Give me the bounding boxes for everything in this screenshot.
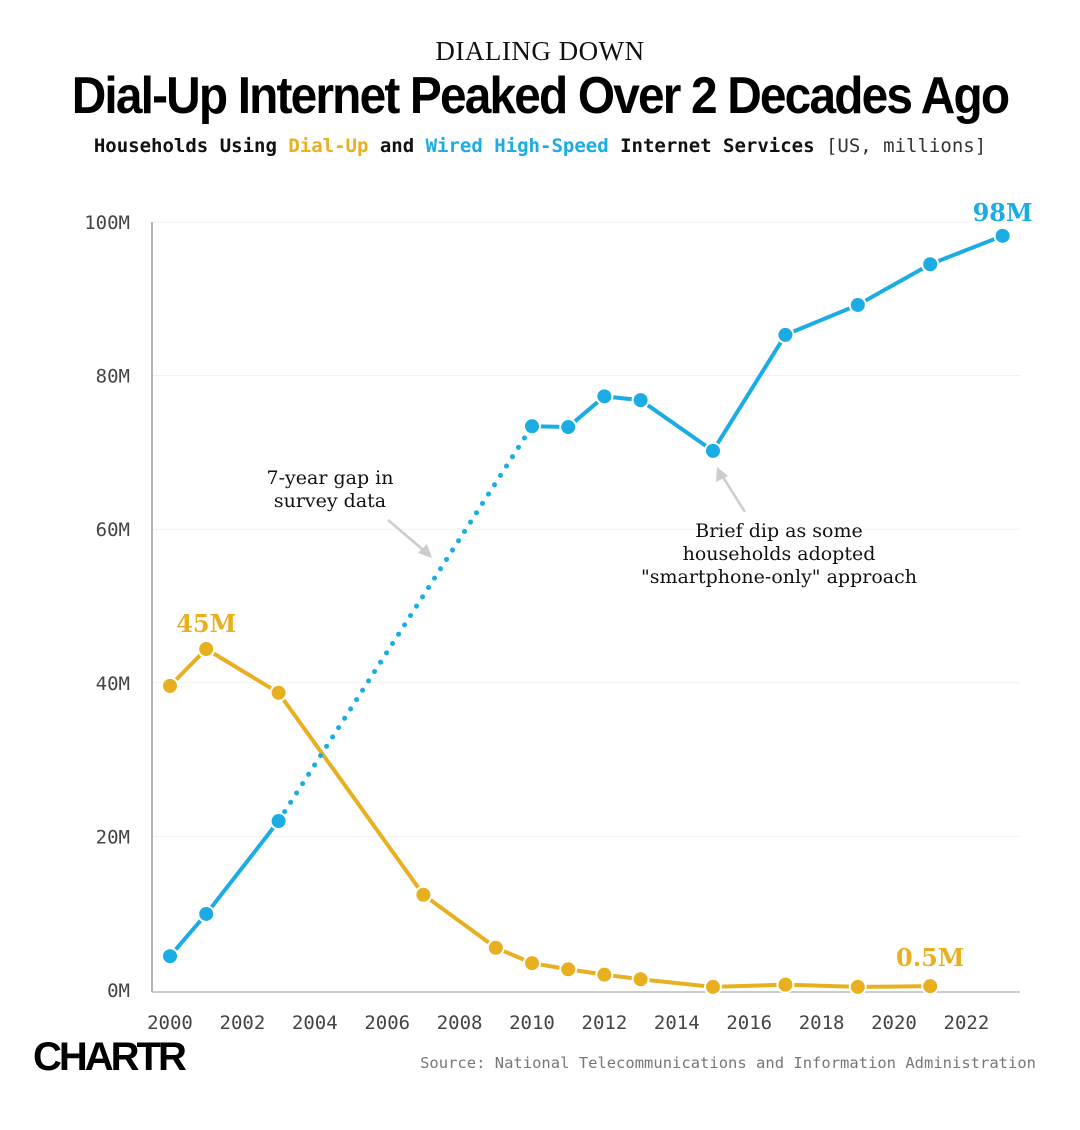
annotation-smartphone-dip: Brief dip as some xyxy=(695,520,862,542)
x-tick-label: 2012 xyxy=(582,1012,628,1034)
subtitle-text: Internet Services xyxy=(608,135,826,157)
dialup-point xyxy=(559,960,578,979)
chart-subtitle: Households Using Dial-Up and Wired High-… xyxy=(0,135,1080,157)
series-line-segment xyxy=(928,233,1005,267)
y-tick-label: 80M xyxy=(96,366,130,388)
x-tick-label: 2020 xyxy=(871,1012,917,1034)
x-tick-label: 2008 xyxy=(437,1012,483,1034)
dialup-point xyxy=(776,975,795,994)
subtitle-wired: Wired High-Speed xyxy=(425,135,609,157)
wired-point xyxy=(993,226,1012,245)
series-line-segment xyxy=(168,911,209,959)
x-tick-label: 2018 xyxy=(799,1012,845,1034)
chartr-logo: CHARTR xyxy=(33,1035,187,1079)
dialup-point xyxy=(414,885,433,904)
annotation-survey-gap: survey data xyxy=(274,490,386,512)
wired-point xyxy=(269,812,288,831)
arrow-head-icon xyxy=(716,467,728,482)
series-line-segment xyxy=(638,398,715,453)
wired-point xyxy=(559,418,578,437)
series-line-segment xyxy=(711,982,788,989)
series-line-segment xyxy=(783,302,860,337)
subtitle-dialup: Dial-Up xyxy=(288,135,369,157)
x-tick-label: 2004 xyxy=(292,1012,338,1034)
wired-point xyxy=(161,947,179,966)
y-tick-label: 60M xyxy=(96,519,130,541)
wired-point xyxy=(921,255,940,274)
wired-point xyxy=(197,904,216,923)
arrow-head-icon xyxy=(418,544,432,558)
y-tick-label: 20M xyxy=(96,826,130,848)
dialup-end-label: 0.5M xyxy=(896,943,964,972)
dialup-peak-label: 45M xyxy=(176,609,236,638)
y-tick-label: 0M xyxy=(107,980,130,1002)
series-line-segment xyxy=(783,982,860,989)
dialup-point xyxy=(704,977,722,996)
series-line-segment xyxy=(421,892,498,950)
x-tick-label: 2010 xyxy=(509,1012,555,1034)
annotation-arrow xyxy=(719,473,747,513)
series-line-segment xyxy=(204,819,281,916)
annotation-survey-gap: 7-year gap in xyxy=(267,467,394,489)
dialup-point xyxy=(848,977,867,996)
y-tick-label: 100M xyxy=(84,212,130,234)
x-tick-label: 2000 xyxy=(147,1012,193,1034)
series-line-segment xyxy=(855,984,933,989)
series-line-segment xyxy=(276,690,426,897)
wired-point xyxy=(523,417,541,436)
source-note: Source: National Telecommunications and … xyxy=(420,1054,1036,1072)
wired-point xyxy=(776,325,795,344)
dialup-point xyxy=(161,676,179,695)
x-tick-label: 2022 xyxy=(944,1012,990,1034)
dialup-point xyxy=(921,977,940,996)
series-line-segment xyxy=(638,977,715,989)
dialup-point xyxy=(595,965,614,984)
subtitle-text: Households Using xyxy=(93,135,289,157)
series-line-segment xyxy=(711,332,788,453)
wired-point xyxy=(704,441,722,460)
annotation-smartphone-dip: households adopted xyxy=(683,543,876,565)
x-tick-label: 2014 xyxy=(654,1012,700,1034)
series-line-segment xyxy=(855,262,933,307)
wired-point xyxy=(848,295,867,314)
y-tick-label: 40M xyxy=(96,673,130,695)
dialup-point xyxy=(197,640,216,659)
dotted-gap-segment xyxy=(276,423,535,824)
dialup-point xyxy=(269,683,288,702)
dialup-point xyxy=(486,938,505,957)
series-line-segment xyxy=(204,647,281,695)
chart-title: Dial-Up Internet Peaked Over 2 Decades A… xyxy=(71,67,1010,125)
annotation-arrow xyxy=(387,519,429,555)
x-tick-label: 2016 xyxy=(726,1012,772,1034)
subtitle-units: [US, millions] xyxy=(825,135,987,157)
dialup-point xyxy=(631,970,650,989)
wired-end-label: 98M xyxy=(973,198,1033,227)
x-tick-label: 2006 xyxy=(364,1012,410,1034)
dialup-point xyxy=(523,954,541,973)
wired-point xyxy=(631,391,650,410)
wired-point xyxy=(595,387,614,406)
chart-kicker: DIALING DOWN xyxy=(435,36,645,66)
annotation-smartphone-dip: "smartphone-only" approach xyxy=(641,566,917,588)
subtitle-text: and xyxy=(368,135,426,157)
x-tick-label: 2002 xyxy=(220,1012,266,1034)
